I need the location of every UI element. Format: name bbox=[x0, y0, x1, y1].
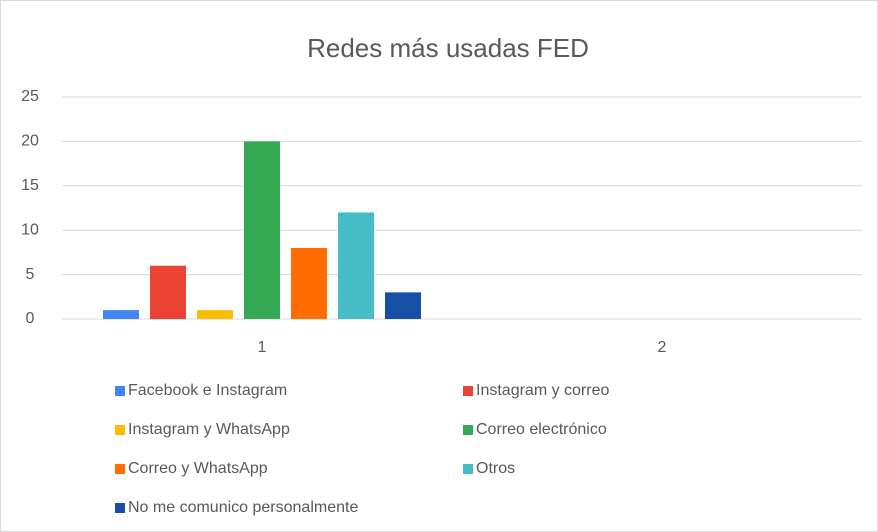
legend-label: Instagram y WhatsApp bbox=[128, 421, 290, 438]
bar bbox=[150, 265, 186, 319]
legend-swatch bbox=[115, 464, 125, 474]
x-tick-label: 2 bbox=[658, 339, 667, 356]
y-tick-label: 5 bbox=[26, 266, 35, 283]
chart-title: Redes más usadas FED bbox=[307, 33, 589, 63]
bar bbox=[197, 310, 233, 319]
bar bbox=[385, 292, 421, 319]
legend-swatch bbox=[115, 386, 125, 396]
y-tick-label: 25 bbox=[21, 88, 39, 105]
bar bbox=[291, 247, 327, 319]
legend-swatch bbox=[115, 425, 125, 435]
legend-swatch bbox=[463, 464, 473, 474]
legend-label: Correo y WhatsApp bbox=[128, 460, 268, 477]
legend-label: Correo electrónico bbox=[476, 421, 607, 438]
legend-swatch bbox=[463, 386, 473, 396]
legend-label: No me comunico personalmente bbox=[128, 499, 358, 516]
bar bbox=[103, 310, 139, 319]
x-tick-label: 1 bbox=[258, 339, 267, 356]
legend-label: Instagram y correo bbox=[476, 382, 609, 399]
y-tick-label: 20 bbox=[21, 133, 39, 150]
legend-label: Otros bbox=[476, 460, 515, 477]
y-tick-label: 15 bbox=[21, 177, 39, 194]
legend-label: Facebook e Instagram bbox=[128, 382, 287, 399]
bar bbox=[244, 141, 280, 319]
y-tick-label: 10 bbox=[21, 221, 39, 238]
legend-swatch bbox=[463, 425, 473, 435]
y-tick-label: 0 bbox=[26, 310, 35, 327]
legend-swatch bbox=[115, 503, 125, 513]
bar bbox=[338, 212, 374, 319]
